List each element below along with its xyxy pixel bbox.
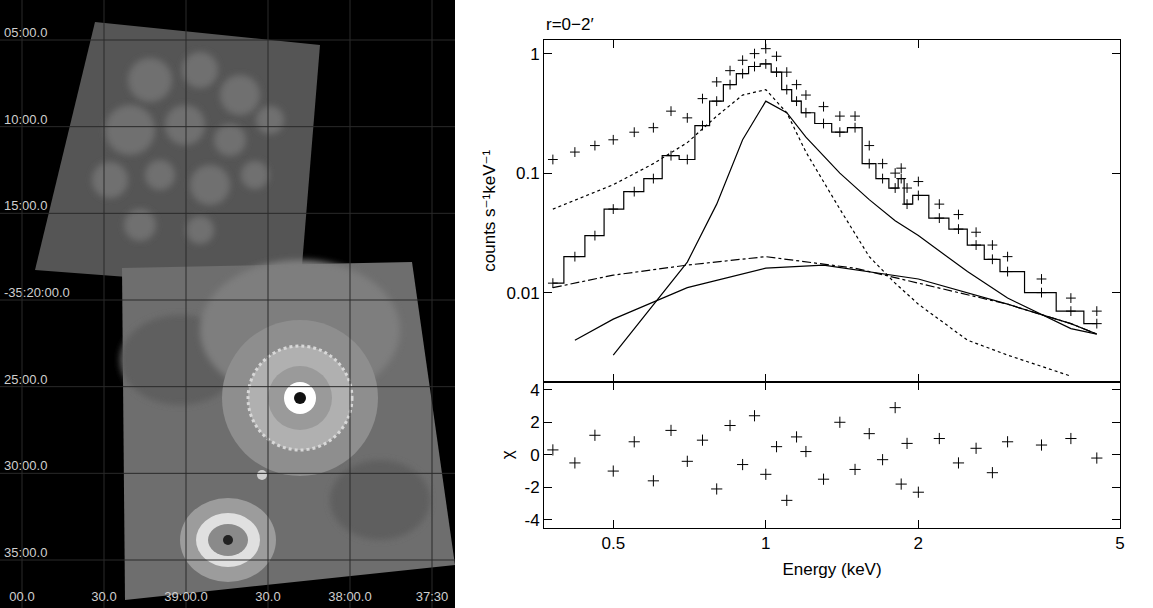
svg-text:38:00.0: 38:00.0 bbox=[328, 589, 371, 604]
svg-text:r=0−2′: r=0−2′ bbox=[546, 15, 594, 34]
svg-text:25:00.0: 25:00.0 bbox=[4, 372, 47, 387]
svg-text:5: 5 bbox=[1115, 534, 1124, 553]
svg-text:39:00.0: 39:00.0 bbox=[164, 589, 207, 604]
svg-text:1: 1 bbox=[761, 534, 770, 553]
svg-text:0: 0 bbox=[530, 446, 539, 465]
svg-text:2: 2 bbox=[530, 413, 539, 432]
svg-text:0.1: 0.1 bbox=[516, 164, 540, 183]
svg-text:-2: -2 bbox=[524, 478, 539, 497]
svg-text:2: 2 bbox=[914, 534, 923, 553]
svg-text:-4: -4 bbox=[524, 511, 539, 530]
svg-text:counts s⁻¹keV⁻¹: counts s⁻¹keV⁻¹ bbox=[480, 150, 499, 272]
svg-text:00.0: 00.0 bbox=[9, 589, 34, 604]
svg-text:1: 1 bbox=[530, 45, 539, 64]
svg-text:30:00.0: 30:00.0 bbox=[4, 458, 47, 473]
svg-text:30.0: 30.0 bbox=[91, 589, 116, 604]
svg-text:30.0: 30.0 bbox=[255, 589, 280, 604]
svg-text:15:00.0: 15:00.0 bbox=[4, 198, 47, 213]
svg-text:-35:20:00.0: -35:20:00.0 bbox=[4, 285, 70, 300]
svg-text:37:30: 37:30 bbox=[416, 589, 449, 604]
svg-text:0.01: 0.01 bbox=[507, 284, 540, 303]
svg-text:4: 4 bbox=[530, 381, 539, 400]
svg-text:Energy (keV): Energy (keV) bbox=[782, 560, 881, 579]
svg-text:0.5: 0.5 bbox=[601, 534, 625, 553]
svg-text:35:00.0: 35:00.0 bbox=[4, 545, 47, 560]
svg-text:05:00.0: 05:00.0 bbox=[4, 25, 47, 40]
svg-text:χ: χ bbox=[498, 450, 517, 459]
svg-text:10:00.0: 10:00.0 bbox=[4, 112, 47, 127]
